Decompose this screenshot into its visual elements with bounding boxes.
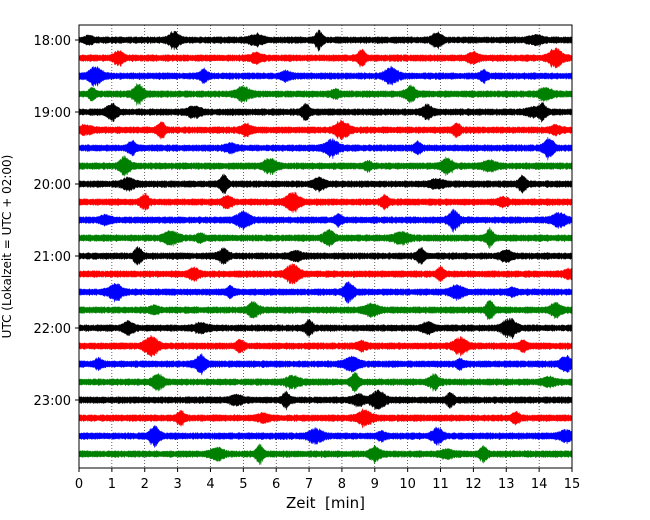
trace-1845 [78,83,573,106]
x-tick-label: 7 [305,477,313,492]
x-axis-ticks: 0 1 2 3 4 5 6 7 8 9 10 11 12 13 14 15 [75,468,580,492]
x-tick-label: 13 [498,477,515,492]
trace-1800 [78,29,573,53]
x-tick-label: 12 [465,477,482,492]
x-tick-label: 8 [338,477,346,492]
y-axis-ticks: 18:00 19:00 20:00 21:00 22:00 23:00 [34,34,79,409]
trace-2215 [78,334,573,358]
y-axis-label: UTC (Lokalzeit = UTC + 02:00) [0,155,14,339]
trace-group [78,29,573,465]
y-tick-label: 22:00 [34,322,71,337]
x-tick-label: 15 [564,477,581,492]
x-tick-label: 2 [141,477,149,492]
x-tick-label: 0 [75,477,83,492]
trace-1900 [78,101,573,123]
x-tick-label: 4 [206,477,214,492]
trace-1915 [78,119,573,141]
trace-2130 [78,281,573,305]
x-tick-label: 10 [399,477,416,492]
trace-2330 [78,424,573,448]
trace-1830 [78,65,573,87]
x-tick-label: 5 [239,477,247,492]
trace-1945 [78,155,573,177]
trace-2315 [78,408,573,429]
vertical-grid [111,25,540,468]
x-tick-label: 11 [432,477,449,492]
x-tick-label: 1 [108,477,116,492]
y-tick-label: 20:00 [34,178,71,193]
trace-2300 [78,389,573,411]
trace-2030 [78,208,573,233]
trace-2100 [78,245,573,267]
trace-2145 [78,300,573,320]
trace-2115 [78,263,573,285]
y-tick-label: 21:00 [34,250,71,265]
trace-1815 [78,47,573,69]
trace-2230 [78,353,573,376]
trace-1930 [78,137,573,161]
x-tick-label: 14 [531,477,548,492]
x-tick-label: 3 [173,477,181,492]
x-tick-label: 9 [371,477,379,492]
plot-frame [78,24,573,469]
trace-2045 [78,226,573,249]
x-axis-label: Zeit [min] [286,494,365,512]
trace-2015 [78,191,573,214]
trace-2245 [78,372,573,394]
trace-2000 [78,173,573,195]
trace-2200 [78,317,573,340]
y-tick-label: 18:00 [34,34,71,49]
x-tick-label: 6 [272,477,280,492]
trace-2345 [78,443,573,465]
y-tick-label: 23:00 [34,394,71,409]
y-tick-label: 19:00 [34,106,71,121]
